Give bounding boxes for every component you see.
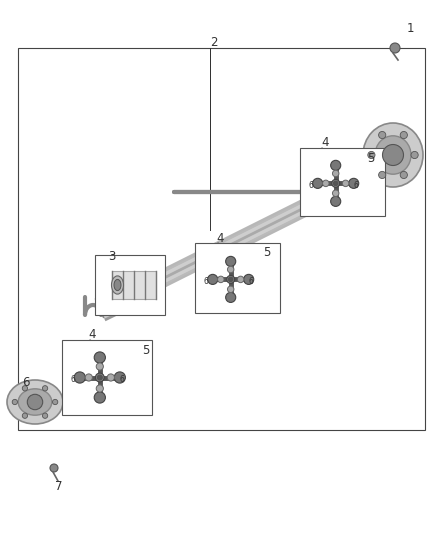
Circle shape bbox=[97, 375, 102, 380]
Bar bbox=[62, 340, 152, 415]
Ellipse shape bbox=[112, 276, 124, 294]
Circle shape bbox=[42, 386, 48, 391]
Circle shape bbox=[227, 286, 234, 293]
Circle shape bbox=[22, 386, 28, 391]
Text: 5: 5 bbox=[263, 246, 270, 260]
Circle shape bbox=[382, 144, 403, 166]
Circle shape bbox=[390, 43, 400, 53]
Ellipse shape bbox=[375, 136, 411, 174]
Circle shape bbox=[334, 181, 338, 185]
Circle shape bbox=[85, 374, 92, 381]
Circle shape bbox=[27, 394, 42, 410]
Bar bbox=[112, 271, 155, 299]
Ellipse shape bbox=[363, 123, 423, 187]
Circle shape bbox=[332, 170, 339, 177]
Circle shape bbox=[378, 171, 386, 179]
Circle shape bbox=[22, 413, 28, 418]
Bar bbox=[18, 48, 425, 430]
Circle shape bbox=[368, 151, 375, 159]
Text: 6: 6 bbox=[248, 277, 253, 286]
Circle shape bbox=[331, 160, 341, 171]
Text: 6: 6 bbox=[22, 376, 29, 389]
Circle shape bbox=[42, 413, 48, 418]
Circle shape bbox=[96, 385, 103, 392]
Bar bbox=[195, 243, 280, 313]
Circle shape bbox=[95, 373, 104, 382]
Circle shape bbox=[400, 132, 407, 139]
Circle shape bbox=[12, 399, 18, 405]
Circle shape bbox=[332, 190, 339, 197]
Circle shape bbox=[411, 151, 418, 159]
Circle shape bbox=[237, 276, 244, 282]
Text: 1: 1 bbox=[407, 21, 414, 35]
Circle shape bbox=[107, 374, 114, 381]
Text: 6: 6 bbox=[71, 375, 75, 384]
Circle shape bbox=[218, 276, 224, 282]
Bar bbox=[95, 255, 165, 315]
Text: 2: 2 bbox=[210, 36, 218, 49]
Circle shape bbox=[74, 372, 85, 383]
Text: 5: 5 bbox=[367, 151, 374, 165]
Text: 4: 4 bbox=[216, 231, 223, 245]
Text: 6: 6 bbox=[308, 181, 313, 190]
Circle shape bbox=[94, 352, 106, 363]
Text: 3: 3 bbox=[108, 251, 115, 263]
Circle shape bbox=[343, 180, 349, 187]
Text: 6: 6 bbox=[353, 181, 358, 190]
Text: 6: 6 bbox=[203, 277, 208, 286]
Circle shape bbox=[229, 277, 233, 281]
Text: 4: 4 bbox=[321, 136, 328, 149]
Text: 5: 5 bbox=[142, 343, 149, 357]
Circle shape bbox=[322, 180, 329, 187]
Ellipse shape bbox=[114, 279, 121, 290]
Circle shape bbox=[313, 179, 323, 188]
Circle shape bbox=[349, 179, 359, 188]
Ellipse shape bbox=[18, 389, 52, 415]
Circle shape bbox=[332, 180, 339, 187]
Text: 4: 4 bbox=[88, 328, 95, 342]
Circle shape bbox=[244, 274, 254, 285]
Circle shape bbox=[378, 132, 386, 139]
Circle shape bbox=[96, 363, 103, 370]
Circle shape bbox=[226, 256, 236, 266]
Circle shape bbox=[114, 372, 125, 383]
Text: 7: 7 bbox=[55, 481, 63, 494]
Circle shape bbox=[331, 196, 341, 206]
Circle shape bbox=[208, 274, 218, 285]
Circle shape bbox=[227, 266, 234, 273]
Ellipse shape bbox=[7, 380, 63, 424]
Circle shape bbox=[226, 293, 236, 302]
Circle shape bbox=[400, 171, 407, 179]
Circle shape bbox=[227, 276, 235, 284]
Text: 6: 6 bbox=[120, 375, 124, 384]
Circle shape bbox=[94, 392, 106, 403]
Bar bbox=[300, 148, 385, 216]
Circle shape bbox=[50, 464, 58, 472]
Circle shape bbox=[53, 399, 58, 405]
